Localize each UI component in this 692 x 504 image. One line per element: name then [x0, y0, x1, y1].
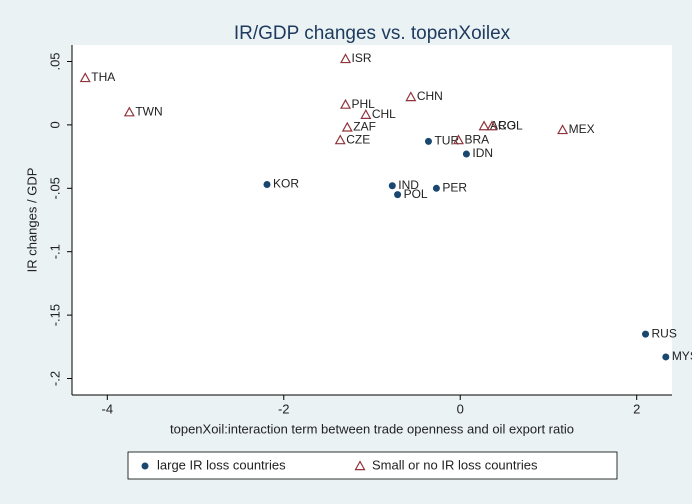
- point-label: CHN: [417, 89, 443, 103]
- point: [341, 121, 353, 132]
- point-label: POL: [404, 187, 428, 201]
- point-label: IDN: [472, 146, 493, 160]
- point: [388, 182, 396, 190]
- x-tick-label: -4: [102, 401, 114, 416]
- point: [360, 109, 372, 119]
- y-tick-label: -.1: [47, 244, 62, 259]
- y-tick-label: -.15: [47, 304, 62, 326]
- x-axis-label: topenXoil:interaction term between trade…: [170, 421, 574, 436]
- point-label: PER: [442, 180, 467, 194]
- point-label: BRA: [464, 132, 489, 146]
- y-tick-label: -.2: [47, 371, 62, 386]
- point: [334, 134, 346, 145]
- point-label: ZAF: [353, 120, 376, 134]
- point: [452, 134, 464, 145]
- point: [486, 120, 498, 131]
- plot-area: [72, 45, 672, 395]
- point-label: PHL: [352, 97, 376, 111]
- point-label: IND: [398, 178, 419, 192]
- point-label: ISR: [352, 51, 372, 65]
- point: [263, 180, 271, 188]
- point: [557, 124, 569, 135]
- point-label: THA: [91, 70, 115, 84]
- y-tick-label: -.05: [47, 177, 62, 199]
- legend-marker: [354, 460, 366, 471]
- y-tick-label: .05: [47, 52, 62, 70]
- point: [424, 137, 432, 145]
- point-label: COL: [498, 118, 523, 132]
- point: [462, 150, 470, 158]
- point: [478, 120, 490, 131]
- legend-marker: [141, 462, 149, 470]
- point: [394, 191, 402, 199]
- point: [79, 72, 91, 83]
- point: [642, 330, 650, 338]
- point-label: CZE: [346, 132, 370, 146]
- point: [405, 91, 417, 102]
- point-label: CHL: [372, 107, 396, 121]
- y-tick-label: 0: [47, 121, 62, 128]
- point: [662, 353, 670, 361]
- point: [123, 106, 135, 117]
- x-tick-label: 0: [457, 401, 464, 416]
- chart-title: IR/GDP changes vs. topenXoilex: [234, 23, 511, 44]
- point: [340, 53, 352, 64]
- legend-label: large IR loss countries: [157, 457, 286, 472]
- point-label: TWN: [135, 104, 162, 118]
- legend-label: Small or no IR loss countries: [372, 457, 538, 472]
- legend: [127, 451, 618, 480]
- point-label: MEX: [569, 122, 595, 136]
- y-axis-label: IR changes / GDP: [24, 168, 39, 273]
- x-tick-label: -2: [278, 401, 290, 416]
- point: [432, 184, 440, 192]
- point: [340, 98, 352, 109]
- x-tick-label: 2: [633, 401, 640, 416]
- point-label: MYS: [672, 349, 692, 363]
- point-label: KOR: [273, 177, 299, 191]
- point-label: RUS: [652, 326, 677, 340]
